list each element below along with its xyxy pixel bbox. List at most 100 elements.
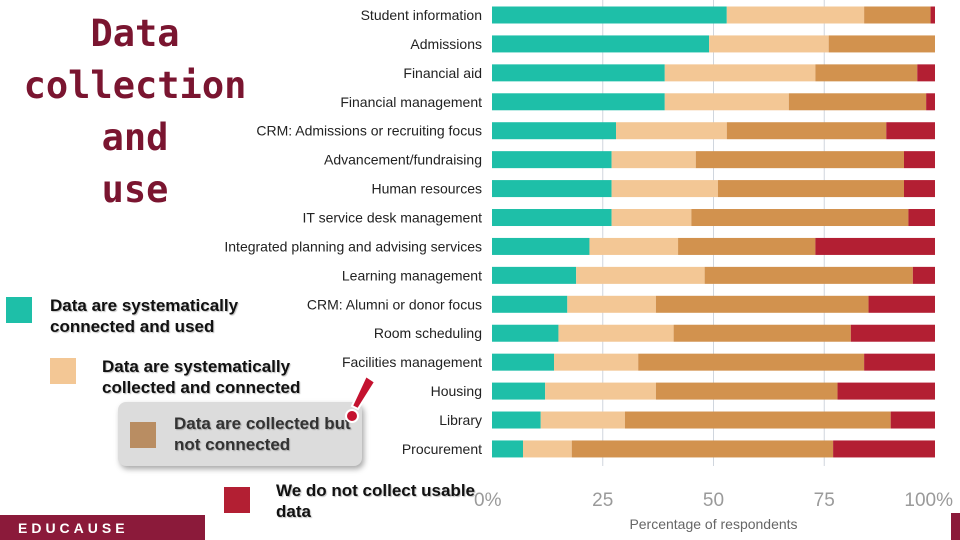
bar-segment bbox=[788, 93, 927, 111]
bar-segment bbox=[864, 6, 931, 24]
bar-segment bbox=[709, 35, 829, 53]
bar-segment bbox=[492, 209, 612, 227]
x-tick-label: 50 bbox=[703, 490, 724, 511]
bar-segment bbox=[492, 295, 568, 313]
legend-item-not-collected: We do not collect usable data bbox=[224, 481, 476, 522]
corner-accent-bar bbox=[951, 513, 960, 540]
exclamation-icon bbox=[345, 374, 377, 423]
bar-segment bbox=[545, 382, 656, 400]
bar-segment bbox=[655, 382, 838, 400]
category-label: Library bbox=[439, 412, 482, 428]
bar-segment bbox=[890, 411, 935, 429]
bar-segment bbox=[912, 266, 935, 284]
bar-segment bbox=[726, 122, 887, 140]
bar-segment bbox=[616, 122, 727, 140]
legend-swatch bbox=[50, 358, 76, 384]
legend-callout-box bbox=[118, 402, 362, 466]
bar-segment bbox=[492, 122, 617, 140]
category-label: Learning management bbox=[342, 267, 482, 283]
bar-segment bbox=[664, 93, 789, 111]
bar-segment bbox=[611, 209, 692, 227]
bar-segment bbox=[908, 209, 935, 227]
legend-label: Data are systematically connected and us… bbox=[50, 296, 239, 336]
bar-segment bbox=[850, 324, 935, 342]
bar-segment bbox=[815, 64, 918, 82]
x-tick-label: 0% bbox=[474, 490, 502, 511]
bar-segment bbox=[717, 180, 904, 198]
bar-segment bbox=[492, 440, 524, 458]
category-label: CRM: Admissions or recruiting focus bbox=[256, 123, 482, 139]
legend-swatch bbox=[224, 487, 250, 513]
bar-segment bbox=[704, 266, 913, 284]
bar-segment bbox=[837, 382, 935, 400]
bar-segment bbox=[917, 64, 935, 82]
category-label: Procurement bbox=[402, 441, 482, 457]
legend-item-collected-not-connected: Data are collected but not connected bbox=[130, 414, 364, 455]
bar-segment bbox=[926, 93, 935, 111]
bar-segment bbox=[903, 180, 935, 198]
legend-item-collected-connected: Data are systematically collected and co… bbox=[50, 357, 342, 398]
bar-segment bbox=[903, 151, 935, 169]
bar-segment bbox=[886, 122, 935, 140]
legend-swatch bbox=[130, 422, 156, 448]
bar-segment bbox=[571, 440, 834, 458]
category-label: Admissions bbox=[410, 36, 482, 52]
bar-segment bbox=[638, 353, 865, 371]
bar-segment bbox=[673, 324, 851, 342]
x-tick-label: 100% bbox=[904, 490, 953, 511]
bar-segment bbox=[554, 353, 639, 371]
category-label: Student information bbox=[361, 7, 482, 23]
educause-logo: EDUCAUSE bbox=[18, 520, 129, 536]
bar-segment bbox=[492, 93, 665, 111]
bar-segment bbox=[492, 35, 710, 53]
x-tick-label: 25 bbox=[592, 490, 613, 511]
bar-segment bbox=[930, 6, 935, 24]
category-label: Integrated planning and advising service… bbox=[224, 238, 482, 254]
category-label: CRM: Alumni or donor focus bbox=[307, 296, 482, 312]
bar-segment bbox=[492, 237, 590, 255]
bar-segment bbox=[611, 180, 718, 198]
category-label: Facilities management bbox=[342, 354, 482, 370]
bar-segment bbox=[492, 353, 555, 371]
bar-segment bbox=[589, 237, 679, 255]
bar-segment bbox=[492, 64, 665, 82]
bar-segment bbox=[576, 266, 705, 284]
category-label: Room scheduling bbox=[374, 325, 482, 341]
bar-segment bbox=[833, 440, 935, 458]
x-tick-label: 75 bbox=[814, 490, 835, 511]
bar-segment bbox=[540, 411, 625, 429]
category-label: Housing bbox=[431, 383, 482, 399]
bar-segment bbox=[492, 266, 577, 284]
bar-segment bbox=[726, 6, 865, 24]
bar-segment bbox=[492, 180, 612, 198]
bar-segment bbox=[695, 151, 904, 169]
x-axis-label: Percentage of respondents bbox=[629, 516, 797, 532]
category-label: Advancement/fundraising bbox=[324, 152, 482, 168]
bar-segment bbox=[567, 295, 656, 313]
bar-segment bbox=[655, 295, 869, 313]
bar-segment bbox=[868, 295, 935, 313]
category-label: Financial aid bbox=[403, 65, 482, 81]
bar-segment bbox=[678, 237, 816, 255]
legend-label: Data are collected but not connected bbox=[174, 414, 351, 454]
legend-item-connected-used: Data are systematically connected and us… bbox=[6, 296, 290, 337]
bar-segment bbox=[864, 353, 935, 371]
bar-segment bbox=[492, 6, 727, 24]
title-line: and bbox=[101, 116, 169, 159]
slide-title: Data collection and use bbox=[0, 8, 270, 216]
title-line: collection bbox=[23, 64, 247, 107]
bar-segment bbox=[492, 151, 612, 169]
category-label: Human resources bbox=[372, 181, 483, 197]
bar-segment bbox=[492, 382, 546, 400]
bar-segment bbox=[523, 440, 572, 458]
legend-label: We do not collect usable data bbox=[276, 481, 475, 521]
bar-segment bbox=[815, 237, 935, 255]
bar-segment bbox=[492, 411, 541, 429]
title-line: Data bbox=[90, 12, 180, 55]
bar-segment bbox=[624, 411, 891, 429]
bar-segment bbox=[828, 35, 935, 53]
bar-segment bbox=[691, 209, 909, 227]
legend-swatch bbox=[6, 297, 32, 323]
category-label: Financial management bbox=[340, 94, 482, 110]
